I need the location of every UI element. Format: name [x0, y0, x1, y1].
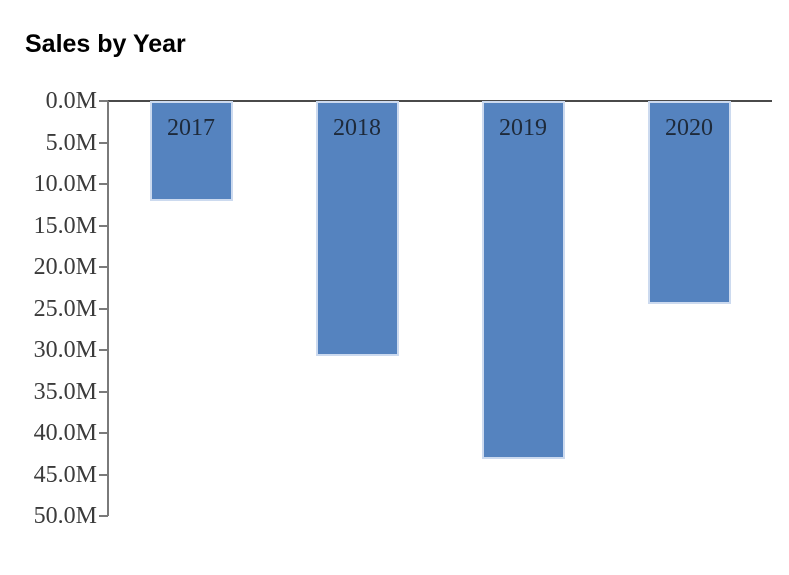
y-tick-mark: [99, 141, 108, 144]
y-tick-label: 35.0M: [33, 378, 97, 405]
y-tick-label: 50.0M: [33, 503, 97, 529]
bar-category-label: 2020: [665, 115, 713, 141]
y-tick-mark: [99, 432, 108, 434]
bar-2020: 2020: [647, 101, 731, 305]
bar-category-label: 2019: [499, 115, 547, 141]
y-tick-mark: [99, 183, 108, 185]
y-tick-mark: [99, 390, 108, 393]
y-tick-label: 20.0M: [33, 254, 97, 280]
bar-category-label: 2018: [333, 115, 381, 141]
y-tick-label: 30.0M: [33, 337, 97, 363]
y-tick-mark: [99, 224, 108, 227]
y-tick-mark: [99, 266, 108, 268]
y-tick-mark: [99, 100, 108, 102]
y-tick-label: 25.0M: [33, 295, 97, 322]
bar-category-label: 2017: [167, 115, 215, 141]
y-tick-mark: [99, 307, 108, 310]
y-tick-mark: [99, 349, 108, 351]
y-tick-label: 0.0M: [45, 88, 97, 114]
y-axis-line: [107, 101, 109, 516]
y-tick-mark: [99, 515, 108, 517]
x-baseline: [107, 100, 772, 102]
y-tick-label: 15.0M: [33, 212, 97, 239]
chart-title: Sales by Year: [25, 30, 186, 58]
y-tick-label: 5.0M: [45, 129, 97, 156]
bar-2018: 2018: [315, 101, 399, 356]
y-tick-label: 40.0M: [33, 420, 97, 446]
y-tick-label: 10.0M: [33, 171, 97, 197]
bar-2019: 2019: [481, 101, 565, 459]
y-tick-label: 45.0M: [33, 461, 97, 488]
y-tick-mark: [99, 473, 108, 476]
bar-2017: 2017: [149, 101, 233, 202]
